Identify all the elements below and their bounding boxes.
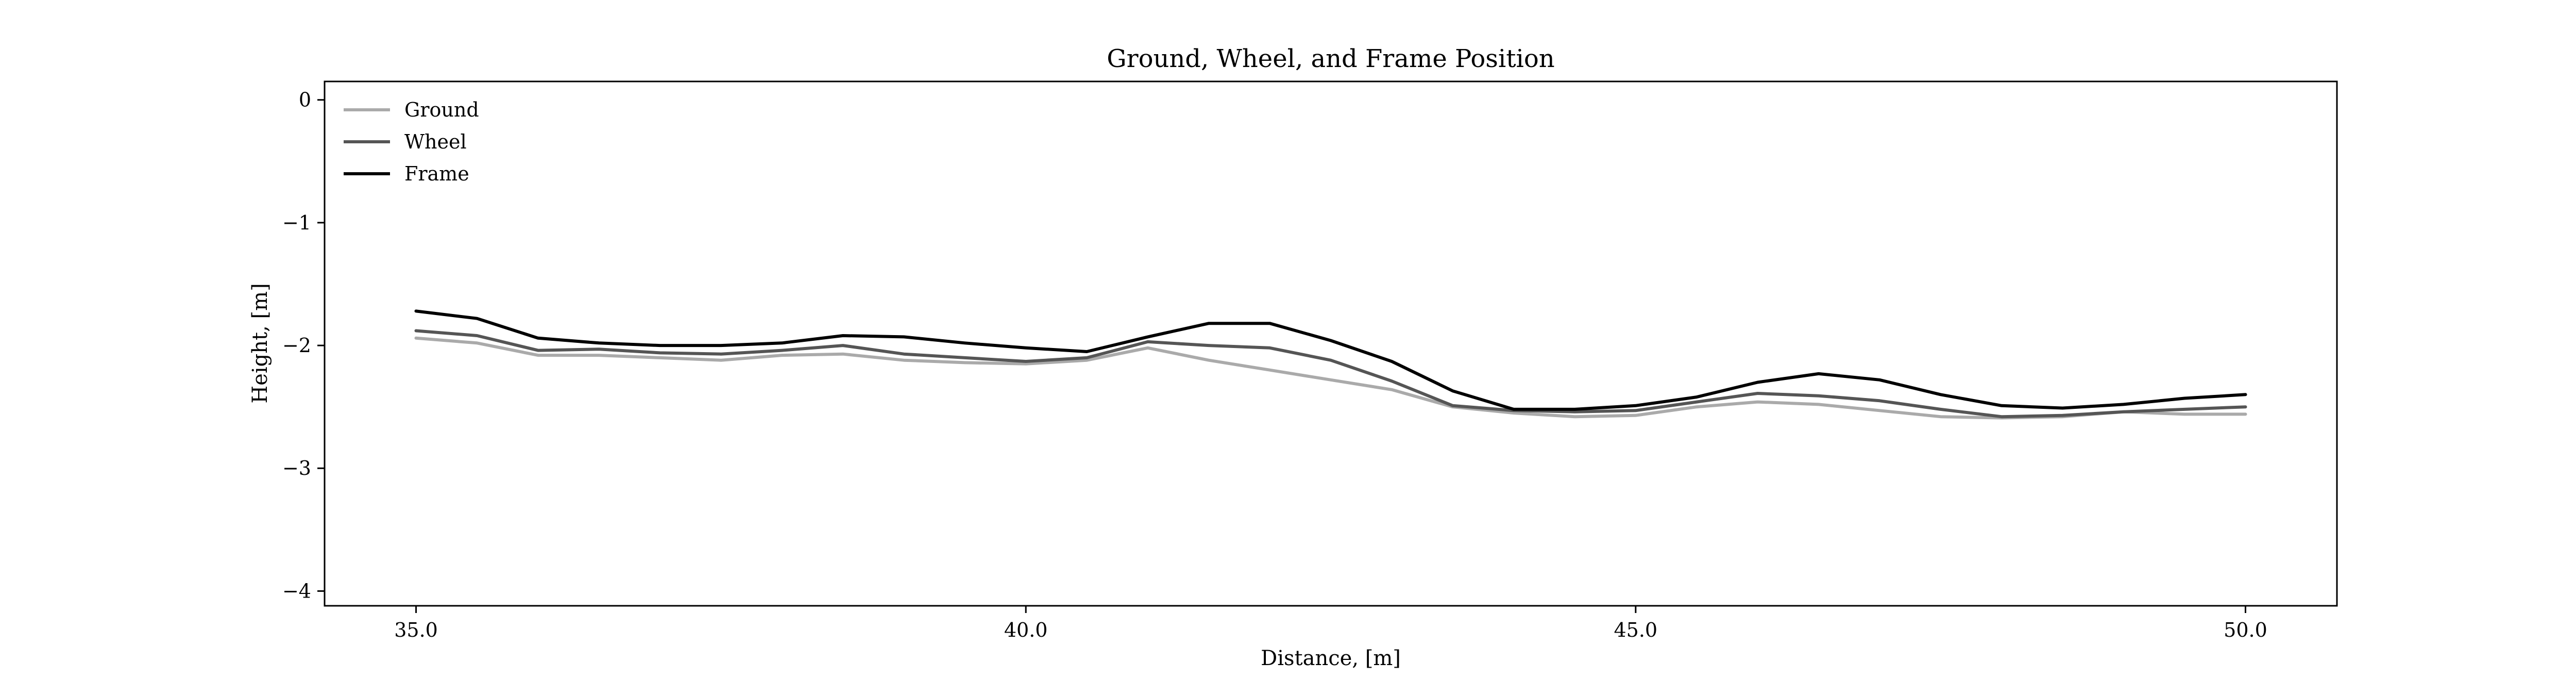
x-tick-label: 50.0	[2224, 619, 2267, 641]
x-tick-label: 45.0	[1614, 619, 1658, 641]
plot-area	[414, 309, 2247, 420]
x-tick-label: 35.0	[394, 619, 438, 641]
y-tick-label: −4	[282, 579, 311, 602]
y-axis: 0 −1 −2 −3 −4	[282, 89, 325, 602]
legend-label-ground: Ground	[404, 98, 479, 121]
x-axis-label: Distance, [m]	[1261, 647, 1401, 670]
x-axis: 35.0 40.0 45.0 50.0	[394, 606, 2267, 641]
chart-title: Ground, Wheel, and Frame Position	[1107, 44, 1554, 73]
y-tick-label: −3	[282, 457, 311, 479]
plot-frame	[324, 80, 2338, 607]
y-tick-label: −1	[282, 211, 311, 234]
legend-label-wheel: Wheel	[404, 130, 467, 153]
y-axis-label: Height, [m]	[248, 283, 272, 403]
series-line-frame	[414, 309, 2247, 411]
legend-label-frame: Frame	[404, 162, 469, 185]
y-tick-label: −2	[282, 334, 311, 357]
series-line-ground	[414, 336, 2247, 420]
legend: Ground Wheel Frame	[344, 98, 479, 185]
x-tick-label: 40.0	[1004, 619, 1048, 641]
series-line-wheel	[414, 329, 2247, 419]
y-tick-label: 0	[299, 89, 311, 111]
